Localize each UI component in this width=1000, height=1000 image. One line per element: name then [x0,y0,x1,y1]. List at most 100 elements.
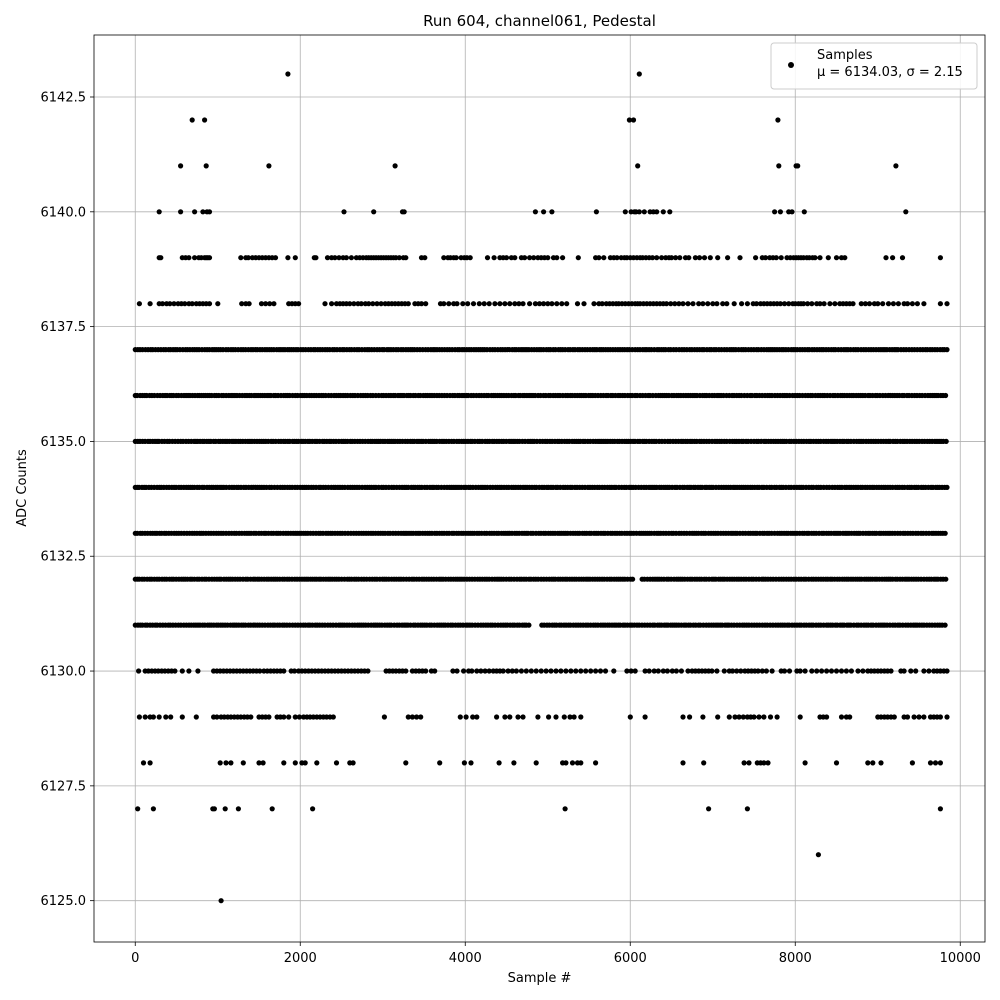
data-point [478,668,484,674]
data-point [248,714,254,720]
data-point [801,209,807,215]
data-point [815,852,822,858]
data-point [578,714,584,720]
data-point [378,301,384,307]
data-point [626,117,633,123]
data-point [314,760,320,766]
data-point [330,714,336,720]
data-point [701,760,707,766]
data-point [655,668,661,674]
data-point [522,255,528,261]
data-point [715,714,721,720]
data-point [838,714,845,720]
data-point [926,668,932,674]
data-point [322,301,328,307]
data-point [168,714,174,720]
data-point [706,806,712,812]
data-point [819,668,825,674]
data-point [786,301,792,307]
data-point [463,714,469,720]
data-point [491,255,497,261]
data-point [469,668,475,674]
data-point [423,668,429,674]
data-point [630,576,636,582]
data-point [533,760,539,766]
data-point [403,668,409,674]
data-point [405,714,411,720]
data-point [228,760,234,766]
data-point [256,760,262,766]
data-point [669,668,675,674]
data-point [538,668,544,674]
data-point [266,163,272,169]
data-point [271,301,277,307]
data-point [292,714,298,720]
data-point [156,714,162,720]
data-point [678,668,685,674]
data-point [150,714,156,720]
data-point [673,668,680,674]
data-point [200,209,206,215]
data-point [512,255,518,261]
data-point [741,760,747,766]
data-point [559,301,565,307]
data-point [696,301,702,307]
data-point [545,301,551,307]
data-point [667,209,673,215]
data-point [267,301,273,307]
data-point [158,255,164,261]
data-point [370,301,376,307]
data-point [366,301,372,307]
x-axis: 0 2000 4000 6000 8000 10000 [131,942,981,966]
data-point [532,301,539,307]
data-point [583,668,589,674]
data-point [842,255,848,261]
data-point [911,714,917,720]
data-point [333,760,340,766]
data-point [203,163,209,169]
data-point [292,255,298,261]
data-point [520,301,526,307]
data-point [496,760,502,766]
data-point [563,668,569,674]
data-point [548,668,554,674]
data-point [432,668,438,674]
data-point [680,760,686,766]
data-point [405,301,411,307]
data-point [245,255,251,261]
data-point [821,301,827,307]
data-point [593,760,599,766]
data-point [883,255,889,261]
data-point [944,484,950,490]
data-point [838,668,845,674]
data-point [206,301,213,307]
data-point [418,714,424,720]
data-point [848,668,855,674]
data-point [843,668,850,674]
data-point [593,209,600,215]
data-point [206,209,213,215]
data-point [700,301,706,307]
data-point [847,714,853,720]
data-point [528,668,534,674]
data-point [611,668,617,674]
data-point [781,668,788,674]
data-point [781,301,788,307]
data-point [627,714,633,720]
data-point [901,668,907,674]
data-point [663,301,670,307]
data-point [759,668,765,674]
data-point [418,301,425,307]
data-point [179,668,185,674]
data-point [179,714,185,720]
data-point [281,714,287,720]
legend-box [770,42,978,90]
data-point [890,255,896,261]
data-point [512,301,518,307]
data-point [481,301,487,307]
data-point [503,255,510,261]
data-point [403,760,409,766]
data-point [767,714,774,720]
